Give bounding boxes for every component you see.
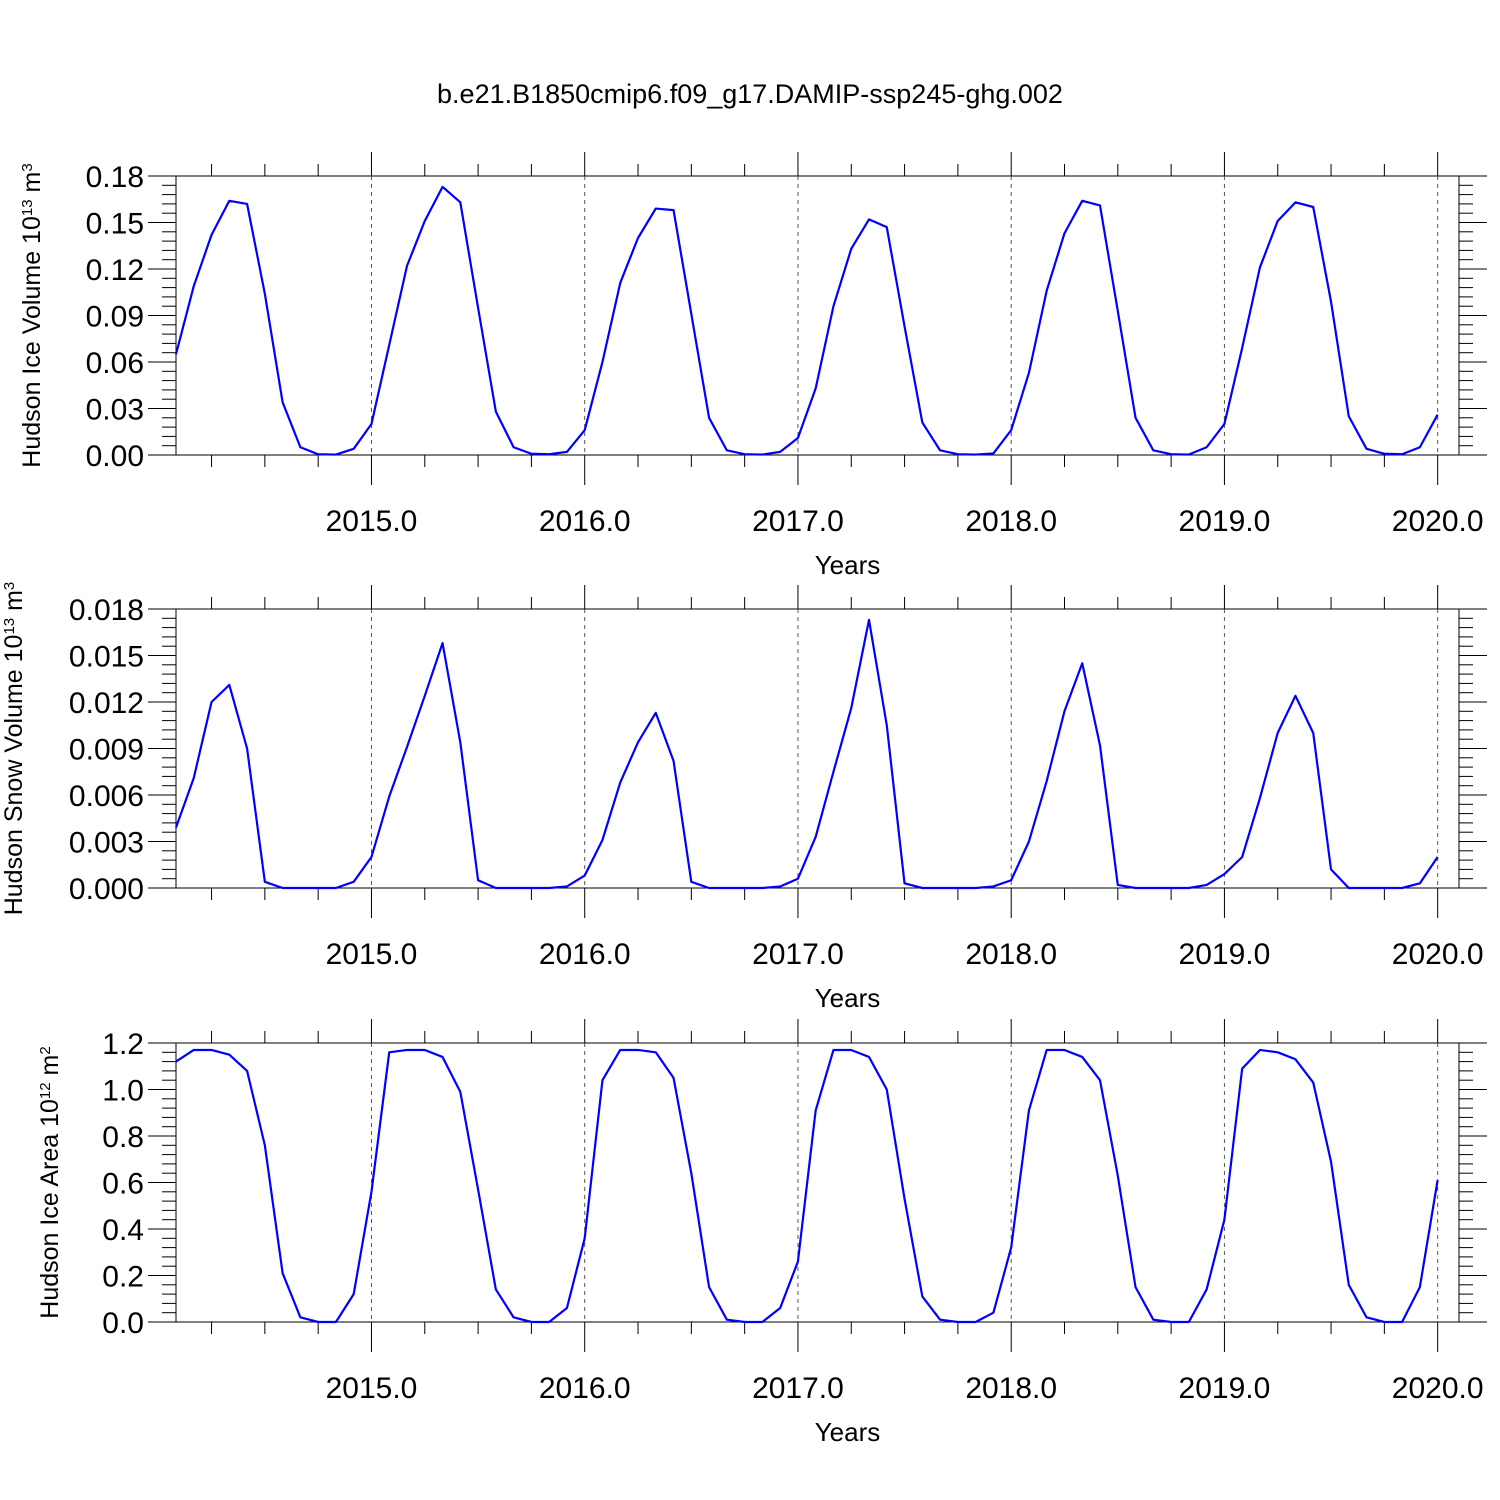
x-tick-label: 2017.0	[752, 1372, 844, 1405]
x-tick-label: 2018.0	[965, 505, 1057, 538]
y-tick-label: 0.003	[69, 827, 144, 860]
x-axis-label: Years	[815, 1417, 881, 1447]
x-axis-label: Years	[815, 983, 881, 1013]
panels: 2015.0 2016.0 2017.0 2018.0 2019.0 2020.00.00…	[0, 152, 1487, 1447]
y-tick-label: 0.8	[102, 1121, 144, 1154]
series-line-1	[174, 618, 1439, 890]
y-axis-label-text: m	[0, 590, 28, 618]
y-axis-label-text: Hudson Ice Area 10	[36, 1099, 64, 1319]
y-axis-label-text: Hudson Snow Volume 10	[0, 635, 28, 916]
y-axis-label-superscript: 3	[19, 163, 36, 171]
y-tick-label: 0.0	[102, 1307, 144, 1340]
y-tick-label: 0.09	[86, 301, 144, 334]
y-tick-label: 0.006	[69, 780, 144, 813]
y-axis-label: Hudson Ice Area 1012 m2	[36, 1046, 64, 1318]
y-tick-label: 0.015	[69, 641, 144, 674]
x-axis-label: Years	[815, 550, 881, 580]
series-line-1	[174, 185, 1439, 456]
chart-panel-3: 2015.0 2016.0 2017.0 2018.0 2019.0 2020.0 0.0 0…	[36, 1019, 1487, 1447]
y-tick-label: 0.15	[86, 208, 144, 241]
y-axis-label-text: m	[18, 172, 46, 200]
y-tick-label: 0.4	[102, 1214, 144, 1247]
x-tick-label: 2016.0	[539, 938, 631, 971]
y-axis-label-superscript: 12	[37, 1082, 54, 1099]
series-line-1	[175, 1048, 1439, 1324]
y-tick-label: 0.009	[69, 734, 144, 767]
y-tick-label: 1.2	[102, 1028, 144, 1061]
y-tick-label: 0.2	[102, 1261, 144, 1294]
y-axis-label: Hudson Ice Volume 1013 m3	[18, 163, 46, 467]
x-tick-label: 2020.0	[1392, 938, 1484, 971]
y-tick-label: 0.000	[69, 873, 144, 906]
y-tick-label: 0.00	[86, 440, 144, 473]
x-tick-label: 2019.0	[1179, 1372, 1271, 1405]
x-tick-label: 2018.0	[965, 938, 1057, 971]
y-tick-label: 0.018	[69, 594, 144, 627]
x-tick-label: 2019.0	[1179, 505, 1271, 538]
y-tick-label: 0.03	[86, 394, 144, 427]
y-tick-label: 0.6	[102, 1168, 144, 1201]
x-tick-label: 2020.0	[1392, 1372, 1484, 1405]
y-tick-label: 0.012	[69, 687, 144, 720]
x-tick-label: 2015.0	[326, 1372, 418, 1405]
x-tick-label: 2016.0	[539, 505, 631, 538]
y-axis-label: Hudson Snow Volume 1013 m3	[0, 582, 28, 916]
y-tick-label: 1.0	[102, 1075, 144, 1108]
chart-panel-2: 2015.0 2016.0 2017.0 2018.0 2019.0 2020.0 0.00…	[0, 582, 1487, 1013]
x-tick-label: 2019.0	[1179, 938, 1271, 971]
y-tick-label: 0.06	[86, 347, 144, 380]
x-tick-label: 2017.0	[752, 938, 844, 971]
x-tick-label: 2018.0	[965, 1372, 1057, 1405]
y-axis-label-superscript: 13	[19, 199, 36, 216]
y-axis-label-superscript: 13	[1, 618, 18, 635]
figure-title: b.e21.B1850cmip6.f09_g17.DAMIP-ssp245-gh…	[437, 79, 1063, 109]
y-tick-label: 0.12	[86, 254, 144, 287]
x-tick-label: 2015.0	[326, 938, 418, 971]
y-tick-label: 0.18	[86, 161, 144, 194]
y-axis-label-superscript: 2	[37, 1046, 54, 1054]
y-axis-label-text: Hudson Ice Volume 10	[18, 216, 46, 468]
y-axis-label-superscript: 3	[1, 582, 18, 590]
x-tick-label: 2015.0	[326, 505, 418, 538]
y-axis-label-text: m	[36, 1055, 64, 1083]
chart-panel-1: 2015.0 2016.0 2017.0 2018.0 2019.0 2020.0 0.00…	[18, 152, 1487, 580]
x-tick-label: 2017.0	[752, 505, 844, 538]
x-tick-label: 2020.0	[1392, 505, 1484, 538]
x-tick-label: 2016.0	[539, 1372, 631, 1405]
